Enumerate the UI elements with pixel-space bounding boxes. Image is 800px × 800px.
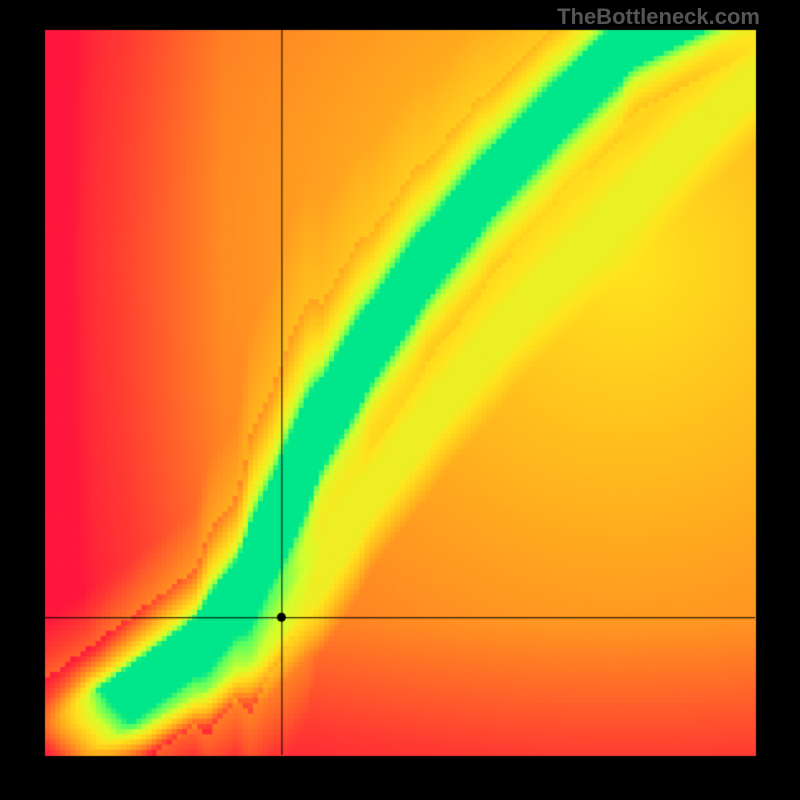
watermark-text: TheBottleneck.com [557, 4, 760, 30]
bottleneck-heatmap [0, 0, 800, 800]
chart-container: TheBottleneck.com [0, 0, 800, 800]
